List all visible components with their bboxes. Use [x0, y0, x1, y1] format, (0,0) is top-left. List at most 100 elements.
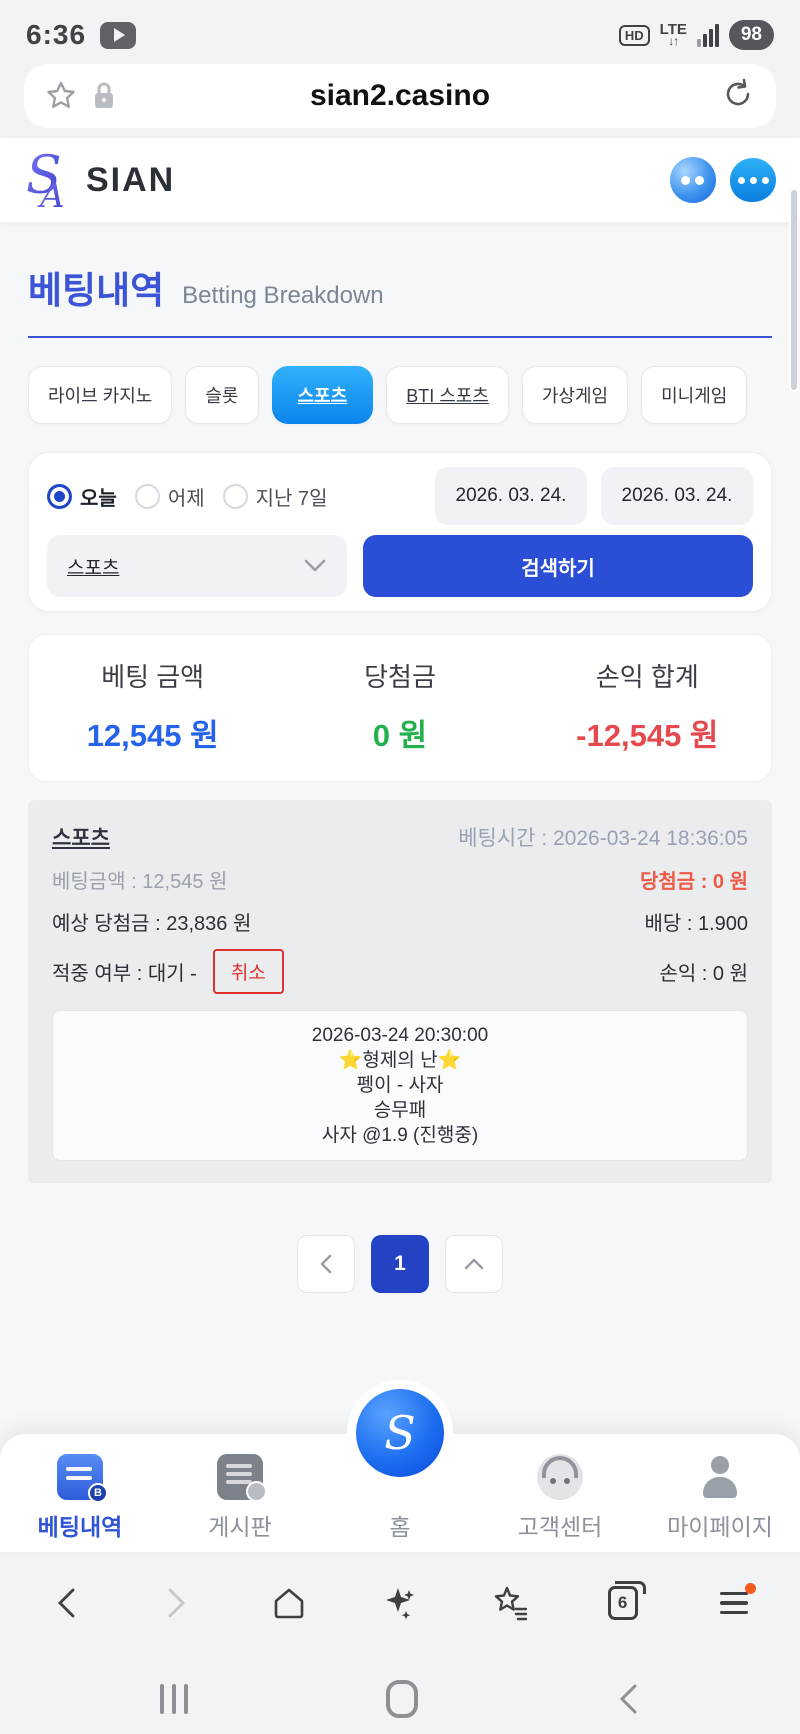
browser-chrome: 6:36 HD LTE ↓↑ 98 sian2.casino: [0, 0, 800, 138]
nav-board[interactable]: 게시판: [160, 1454, 320, 1542]
match-info-box: 2026-03-24 20:30:00 ⭐형제의 난⭐ 펭이 - 사자 승무패 …: [52, 1010, 748, 1161]
svg-text:A: A: [37, 176, 65, 211]
betting-history-icon: B: [57, 1454, 108, 1503]
page-number-current[interactable]: 1: [371, 1235, 429, 1293]
page-up-button[interactable]: [445, 1235, 503, 1293]
category-select[interactable]: 스포츠: [47, 535, 347, 597]
page-prev-button[interactable]: [297, 1235, 355, 1293]
lte-icon: LTE ↓↑: [659, 20, 687, 49]
board-icon: [217, 1454, 267, 1502]
bet-winnings: 당첨금 : 0 원: [639, 871, 748, 893]
home-button[interactable]: [267, 1581, 311, 1625]
home-shape-icon: [386, 1680, 418, 1718]
match-league: ⭐형제의 난⭐: [338, 1050, 462, 1071]
bet-profit: 손익 : 0 원: [659, 963, 748, 985]
hamburger-icon: [719, 1591, 748, 1615]
tab-slots[interactable]: 슬롯: [185, 366, 259, 424]
ai-sparkle-icon[interactable]: [378, 1581, 422, 1625]
title-divider: [28, 336, 772, 338]
bet-status: 적중 여부 : 대기 -: [52, 963, 197, 985]
bet-amount: 베팅금액 : 12,545 원: [52, 871, 228, 893]
date-to-field[interactable]: 2026. 03. 24.: [601, 467, 753, 525]
bookmarks-button[interactable]: [489, 1581, 533, 1625]
tab-sports[interactable]: 스포츠: [271, 366, 374, 424]
clock: 6:36: [26, 19, 87, 50]
url-text[interactable]: sian2.casino: [309, 79, 491, 112]
home-logo-notch: S: [347, 1380, 453, 1486]
page-subtitle: Betting Breakdown: [182, 282, 384, 309]
site-logo[interactable]: S A SIAN: [24, 149, 175, 211]
nav-customer-center[interactable]: 고객센터: [480, 1454, 640, 1542]
battery-indicator: 98: [728, 20, 774, 50]
my-page-icon: [697, 1454, 743, 1500]
date-from-field[interactable]: 2026. 03. 24.: [435, 467, 587, 525]
bet-odds: 배당 : 1.900: [644, 913, 748, 935]
chevron-down-icon: [304, 559, 326, 572]
back-button[interactable]: [44, 1581, 88, 1625]
filter-panel: 오늘 어제 지난 7일 2026. 03. 24. 2026. 03. 24. …: [28, 452, 772, 612]
site-header: S A SIAN: [0, 138, 800, 222]
chevron-left-icon: [320, 1254, 332, 1274]
android-back-button[interactable]: [616, 1682, 640, 1716]
radio-yesterday[interactable]: 어제: [134, 482, 205, 511]
tab-count: 6: [607, 1581, 646, 1620]
match-market: 승무패: [373, 1100, 427, 1121]
bet-badge: B: [88, 1483, 108, 1503]
bet-category[interactable]: 스포츠: [52, 827, 110, 850]
summary-winnings: 당첨금 0 원: [364, 662, 436, 753]
page-scrollbar[interactable]: [789, 188, 799, 392]
match-datetime: 2026-03-24 20:30:00: [311, 1025, 489, 1046]
lock-icon: [95, 82, 113, 108]
browser-toolbar: 6: [0, 1552, 800, 1654]
cancel-button[interactable]: 취소: [212, 949, 284, 994]
bet-record-card: 스포츠 베팅시간 : 2026-03-24 18:36:05 베팅금액 : 12…: [28, 800, 772, 1183]
customer-center-icon: [537, 1454, 583, 1500]
pagination: 1: [28, 1235, 772, 1293]
bet-time: 베팅시간 : 2026-03-24 18:36:05: [458, 827, 748, 850]
tab-mini-games[interactable]: 미니게임: [641, 366, 748, 424]
home-logo-button[interactable]: S: [356, 1389, 444, 1477]
summary-profit-total: 손익 합계 -12,545 원: [576, 662, 719, 753]
search-button[interactable]: 검색하기: [363, 535, 753, 597]
radio-today[interactable]: 오늘: [47, 482, 117, 511]
nav-home[interactable]: 홈: [389, 1514, 411, 1540]
menu-notification-dot: [744, 1583, 756, 1594]
nav-my-page[interactable]: 마이페이지: [640, 1454, 800, 1542]
chat-bubble-icon[interactable]: [730, 158, 776, 202]
nav-betting-history[interactable]: B 베팅내역: [0, 1454, 160, 1542]
match-pick: 사자 @1.9 (진행중): [321, 1125, 479, 1146]
main-content: 베팅내역 Betting Breakdown 라이브 카지노 슬롯 스포츠 BT…: [0, 222, 800, 1434]
customer-support-icon[interactable]: [670, 157, 716, 203]
page-title-block: 베팅내역 Betting Breakdown: [28, 260, 772, 314]
summary-card: 베팅 금액 12,545 원 당첨금 0 원 손익 합계 -12,545 원: [28, 634, 772, 782]
tab-virtual-games[interactable]: 가상게임: [521, 366, 629, 424]
android-home-button[interactable]: [386, 1680, 418, 1718]
tabs-button[interactable]: 6: [601, 1581, 646, 1625]
menu-button[interactable]: [712, 1581, 756, 1625]
tab-bti-sports[interactable]: BTI 스포츠: [386, 366, 509, 424]
youtube-notification-icon: [100, 21, 137, 49]
radio-dot: [222, 483, 248, 509]
radio-dot: [134, 483, 160, 509]
refresh-icon[interactable]: [720, 76, 756, 112]
bookmark-star-icon[interactable]: [44, 79, 78, 113]
signal-icon: [696, 23, 719, 47]
period-radios: 오늘 어제 지난 7일: [47, 482, 328, 511]
sian-monogram-icon: S A: [26, 149, 65, 211]
brand-name: SIAN: [86, 160, 176, 199]
page-title: 베팅내역: [28, 270, 165, 311]
summary-bet-amount: 베팅 금액 12,545 원: [86, 662, 219, 753]
bet-expected-win: 예상 당첨금 : 23,836 원: [52, 913, 252, 935]
match-teams: 펭이 - 사자: [356, 1075, 444, 1096]
status-bar: 6:36 HD LTE ↓↑ 98: [0, 0, 800, 56]
radio-dot: [47, 483, 72, 509]
category-tabs: 라이브 카지노 슬롯 스포츠 BTI 스포츠 가상게임 미니게임: [28, 366, 772, 424]
radio-last-7-days[interactable]: 지난 7일: [222, 482, 328, 511]
tab-live-casino[interactable]: 라이브 카지노: [28, 366, 173, 424]
address-bar[interactable]: sian2.casino: [24, 64, 776, 128]
category-select-value: 스포츠: [67, 557, 120, 579]
android-nav-bar: [0, 1654, 800, 1734]
recents-button[interactable]: [160, 1684, 188, 1714]
svg-text:S: S: [26, 149, 62, 206]
forward-button[interactable]: [155, 1581, 199, 1625]
